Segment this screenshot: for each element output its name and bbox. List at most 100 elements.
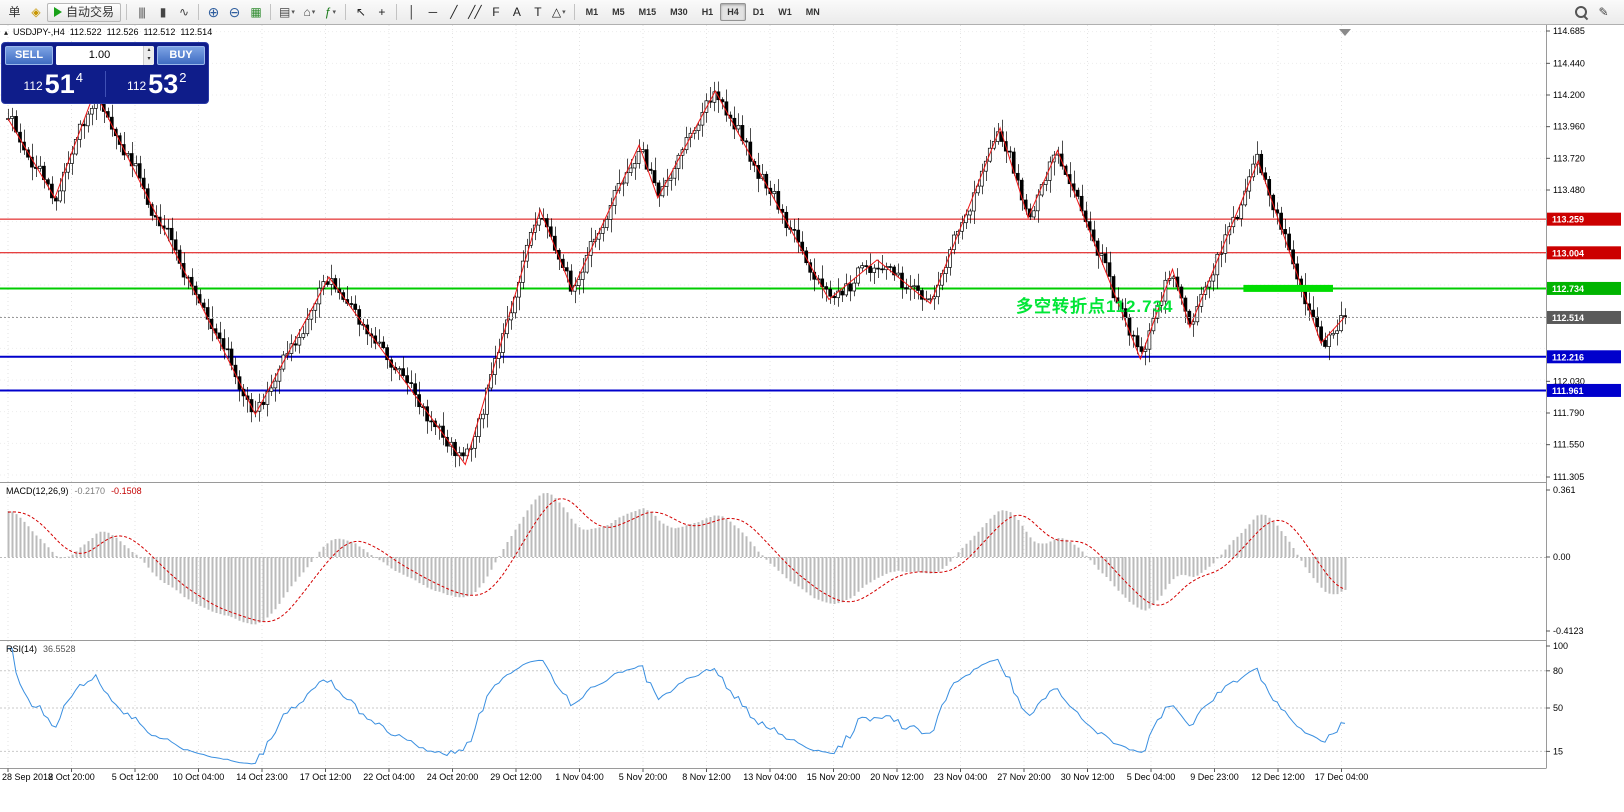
indicators-button-glyph: ƒ (324, 5, 332, 19)
svg-text:1 Nov 04:00: 1 Nov 04:00 (555, 772, 604, 782)
svg-text:29 Oct 12:00: 29 Oct 12:00 (490, 772, 542, 782)
timeframe-toolbar: M1 M5 M15 M30 H1 H4 D1 W1 MN (579, 0, 827, 24)
journal-button[interactable]: ✎ (1598, 5, 1609, 19)
indicators-button-dropdown-icon: ▾ (332, 8, 336, 16)
label-button-glyph: T (534, 5, 541, 19)
new-chart-button[interactable]: ▤ ▾ (276, 3, 298, 22)
rsi-name: RSI(14) (6, 644, 38, 654)
line-chart-button[interactable]: ∿ (174, 3, 193, 22)
svg-text:24 Oct 20:00: 24 Oct 20:00 (427, 772, 479, 782)
svg-text:114.440: 114.440 (1553, 58, 1585, 68)
rsi-value: 36.5528 (43, 644, 76, 654)
svg-text:28 Sep 2018: 28 Sep 2018 (2, 772, 53, 782)
svg-text:5 Nov 20:00: 5 Nov 20:00 (619, 772, 668, 782)
vertical-line-button-glyph: │ (408, 5, 415, 19)
volume-down-button[interactable]: ▾ (144, 55, 154, 65)
bar-chart-button[interactable]: ||| (132, 3, 151, 22)
tf-button-M1[interactable]: M1 (585, 7, 599, 17)
tf-button-M30[interactable]: M30 (670, 7, 688, 17)
svg-text:-0.4123: -0.4123 (1553, 626, 1584, 636)
candlestick-button[interactable]: ▮ (153, 3, 172, 22)
profiles-button-glyph: ⌂ (303, 5, 310, 19)
svg-text:13 Nov 04:00: 13 Nov 04:00 (743, 772, 797, 782)
quote-close: 112.514 (180, 27, 213, 37)
tile-windows-button[interactable]: ▦ (246, 3, 265, 22)
history-center-icon[interactable]: ◈ (26, 3, 45, 22)
tile-windows-button-glyph: ▦ (250, 5, 261, 19)
main-toolbar: 单 ◈ 自动交易 ||| ▮ ∿ ⊕ ⊖ ▦ ▤ ▾ ⌂ ▾ ƒ ▾ ↖ + │ ─ ╱ ╱╱ F A T △ ▾ M1 M5 M15… (0, 0, 1624, 25)
cursor-button-glyph: ↖ (355, 5, 366, 19)
line-chart-button-glyph: ∿ (178, 5, 189, 19)
bar-chart-button-glyph: ||| (138, 5, 145, 19)
chart-canvas[interactable]: 114.685 114.440 114.200 113.960 113.720 113.4… (0, 25, 1624, 786)
svg-text:111.305: 111.305 (1553, 472, 1584, 482)
svg-text:22 Oct 04:00: 22 Oct 04:00 (363, 772, 415, 782)
svg-text:114.685: 114.685 (1553, 26, 1585, 36)
svg-text:0.00: 0.00 (1553, 552, 1571, 562)
label-button[interactable]: T (528, 3, 547, 22)
macd-signal-value: -0.1508 (111, 486, 142, 496)
channel-button[interactable]: ╱╱ (465, 3, 484, 22)
profiles-button[interactable]: ⌂ ▾ (300, 3, 319, 22)
volume-spinner: ▴ ▾ (143, 45, 154, 65)
volume-up-button[interactable]: ▴ (144, 45, 154, 55)
svg-text:111.550: 111.550 (1553, 440, 1584, 450)
price-badge-111.961 (1547, 383, 1621, 397)
tf-button-H1[interactable]: H1 (701, 7, 714, 17)
tf-button-W1[interactable]: W1 (778, 7, 792, 17)
volume-input[interactable] (56, 45, 143, 65)
svg-text:112.734: 112.734 (1552, 284, 1584, 294)
zoom-in-button[interactable]: ⊕ (207, 4, 220, 20)
svg-text:23 Nov 04:00: 23 Nov 04:00 (934, 772, 988, 782)
search-button[interactable] (1571, 3, 1592, 22)
tf-button-D1[interactable]: D1 (752, 7, 765, 17)
candlestick-button-glyph: ▮ (159, 5, 167, 19)
price-badge-113.004 (1547, 246, 1621, 260)
tf-button-MN[interactable]: MN (805, 7, 820, 17)
autotrading-play-icon (54, 7, 62, 17)
buy-button[interactable]: BUY (157, 45, 205, 65)
svg-text:80: 80 (1553, 666, 1563, 676)
trade-controls-row: SELL ▴ ▾ BUY (2, 43, 208, 67)
trendline-button[interactable]: ╱ (444, 3, 463, 22)
fibonacci-button[interactable]: F (486, 3, 505, 22)
new-order-button[interactable]: 单 (8, 5, 21, 19)
price-badge-113.259 (1547, 212, 1621, 226)
turning-point-annotation: 多空转折点112.734 (1016, 297, 1174, 316)
sell-button[interactable]: SELL (5, 45, 53, 65)
new-chart-button-dropdown-icon: ▾ (291, 8, 295, 16)
horizontal-line-button[interactable]: ─ (423, 3, 442, 22)
svg-text:111.790: 111.790 (1553, 408, 1584, 418)
svg-text:113.960: 113.960 (1553, 122, 1585, 132)
svg-text:113.259: 113.259 (1552, 215, 1584, 225)
shapes-button-dropdown-icon: ▾ (562, 8, 566, 16)
bid-price: 112 51 4 (23, 68, 83, 99)
candles-layer (6, 75, 1347, 468)
sep3 (270, 4, 272, 20)
grid-layer (0, 25, 1546, 769)
trendline-button-glyph: ╱ (450, 5, 457, 19)
zoom-out-button[interactable]: ⊖ (228, 4, 241, 20)
text-button[interactable]: A (507, 3, 526, 22)
svg-text:30 Nov 12:00: 30 Nov 12:00 (1061, 772, 1115, 782)
svg-text:17 Dec 04:00: 17 Dec 04:00 (1315, 772, 1369, 782)
crosshair-button[interactable]: + (372, 3, 391, 22)
tf-button-H4[interactable]: H4 (720, 3, 746, 21)
svg-text:15: 15 (1553, 746, 1563, 756)
sep1 (126, 4, 128, 20)
tf-button-M5[interactable]: M5 (612, 7, 625, 17)
sep2 (198, 4, 200, 20)
quote-high: 112.526 (106, 27, 139, 37)
price-badge-112.514 (1547, 310, 1621, 324)
svg-text:113.720: 113.720 (1553, 153, 1585, 163)
cursor-button[interactable]: ↖ (351, 3, 370, 22)
autotrading-button[interactable]: 自动交易 (47, 2, 122, 22)
shapes-button[interactable]: △ ▾ (549, 3, 569, 22)
one-click-toggle-icon[interactable]: ▴ (4, 27, 9, 37)
tf-button-M15[interactable]: M15 (638, 7, 657, 17)
indicators-button[interactable]: ƒ ▾ (321, 3, 340, 22)
vertical-line-button[interactable]: │ (402, 3, 421, 22)
svg-text:0.361: 0.361 (1553, 485, 1576, 495)
